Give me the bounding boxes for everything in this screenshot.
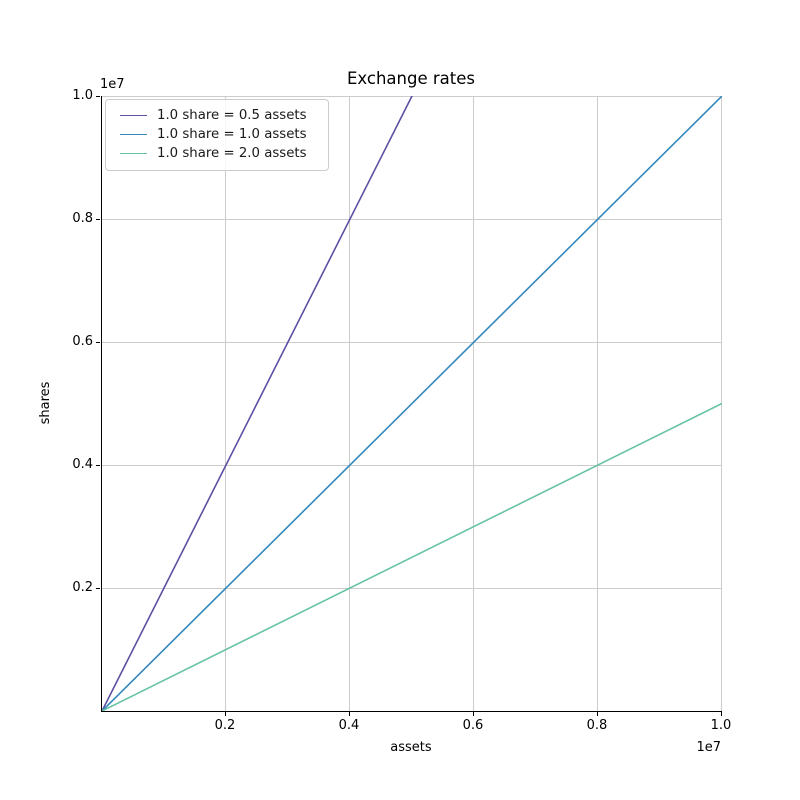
chart-title: Exchange rates bbox=[347, 69, 475, 88]
x-tick-label: 0.8 bbox=[586, 718, 608, 733]
legend-line-sample-1 bbox=[120, 134, 147, 135]
y-tick-mark bbox=[96, 96, 100, 97]
gridline-horizontal bbox=[102, 588, 722, 589]
gridline-horizontal bbox=[102, 342, 722, 343]
x-tick-label: 0.6 bbox=[462, 718, 484, 733]
x-tick-mark bbox=[473, 712, 474, 716]
gridline-vertical bbox=[225, 96, 226, 711]
x-tick-label: 1.0 bbox=[710, 718, 732, 733]
legend-line-sample-0 bbox=[120, 115, 147, 116]
x-axis-offset-text: 1e7 bbox=[696, 740, 721, 755]
x-tick-mark bbox=[225, 712, 226, 716]
legend-item: 1.0 share = 0.5 assets bbox=[114, 106, 320, 125]
y-tick-mark bbox=[96, 219, 100, 220]
legend-item: 1.0 share = 2.0 assets bbox=[114, 144, 320, 163]
y-tick-label: 0.2 bbox=[72, 580, 93, 595]
y-tick-mark bbox=[96, 342, 100, 343]
y-tick-label: 0.4 bbox=[72, 457, 93, 472]
y-tick-label: 0.6 bbox=[72, 334, 93, 349]
series-line-2 bbox=[102, 402, 722, 711]
gridline-vertical bbox=[597, 96, 598, 711]
x-tick-mark bbox=[349, 712, 350, 716]
gridline-vertical bbox=[349, 96, 350, 711]
series-plot bbox=[102, 96, 722, 711]
y-axis-offset-text: 1e7 bbox=[100, 77, 125, 92]
plot-area: 1.0 share = 0.5 assets 1.0 share = 1.0 a… bbox=[101, 96, 722, 712]
y-tick-mark bbox=[96, 588, 100, 589]
legend-label: 1.0 share = 0.5 assets bbox=[157, 108, 307, 123]
y-tick-label: 0.8 bbox=[72, 211, 93, 226]
legend-label: 1.0 share = 1.0 assets bbox=[157, 127, 307, 142]
legend-label: 1.0 share = 2.0 assets bbox=[157, 146, 307, 161]
gridline-vertical bbox=[473, 96, 474, 711]
y-tick-label: 1.0 bbox=[72, 88, 93, 103]
legend-line-sample-2 bbox=[120, 153, 147, 154]
y-axis-label: shares bbox=[38, 381, 53, 425]
gridline-horizontal bbox=[102, 465, 722, 466]
x-axis-label: assets bbox=[390, 740, 432, 755]
x-tick-label: 0.4 bbox=[338, 718, 360, 733]
x-tick-mark bbox=[721, 712, 722, 716]
y-tick-mark bbox=[96, 465, 100, 466]
x-tick-label: 0.2 bbox=[214, 718, 236, 733]
series-line-0 bbox=[102, 96, 413, 711]
legend-item: 1.0 share = 1.0 assets bbox=[114, 125, 320, 144]
gridline-horizontal bbox=[102, 219, 722, 220]
series-line-1 bbox=[102, 96, 722, 711]
x-tick-mark bbox=[597, 712, 598, 716]
legend: 1.0 share = 0.5 assets 1.0 share = 1.0 a… bbox=[105, 99, 329, 171]
